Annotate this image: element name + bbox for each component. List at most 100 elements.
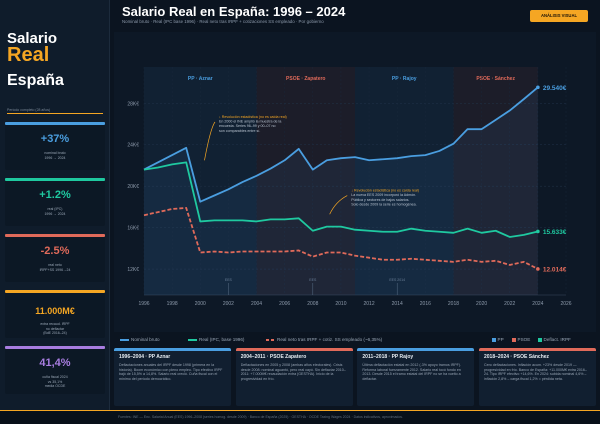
annotation-text: ↓ Revolución estadística (no es caída re… (219, 115, 287, 119)
annotation-text: En 2000 el INE amplió la muestra de la (219, 120, 281, 124)
ees-marker-label: EES 2014 (389, 278, 405, 282)
legend-swatch (512, 338, 516, 342)
x-tick-label: 2020 (476, 301, 487, 307)
period-label: PP · Rajoy (392, 76, 417, 82)
series-end-point-2 (536, 267, 540, 271)
period-label: PSOE · Sánchez (476, 76, 515, 82)
x-tick-label: 2004 (251, 301, 262, 307)
y-tick-label: 28K€ (127, 101, 139, 107)
chart-legend: Nominal bruto Real (IPC, base 1996) Real… (114, 335, 596, 345)
analysis-badge[interactable]: ANÁLISIS VISUAL (530, 10, 588, 22)
card-bar (357, 348, 475, 351)
header: Salario Real en España: 1996 – 2024 Nomi… (110, 0, 600, 30)
x-tick-label: 2014 (392, 301, 403, 307)
brand-line-1: Salario (7, 30, 58, 47)
sidebar: Salario Real España Período completo (28… (0, 0, 110, 410)
y-tick-label: 16K€ (127, 226, 139, 232)
x-tick-label: 2012 (364, 301, 375, 307)
x-tick-label: 2016 (420, 301, 431, 307)
legend-item-real: Real (IPC, base 1996) (188, 337, 244, 342)
gov-card-aznar: 1996–2004 · PP Aznar Deflactaciones anua… (114, 348, 231, 406)
x-tick-label: 2024 (532, 301, 543, 307)
chart-panel: PP · Aznar PSOE · Zapatero PP · Rajoy PSOE … (114, 32, 596, 332)
x-tick-label: 2008 (307, 301, 318, 307)
y-tick-label: 12K€ (127, 267, 139, 273)
annotation-arrow (329, 195, 348, 215)
series-line-1 (143, 161, 539, 238)
series-line-2 (143, 207, 539, 270)
legend-swatch (492, 338, 496, 342)
series-end-point-0 (536, 85, 540, 90)
salary-line-chart: PP · Aznar PSOE · Zapatero PP · Rajoy PSOE … (127, 67, 572, 307)
brand-line-2: Real (7, 44, 50, 66)
ees-marker-label: EES (225, 278, 233, 282)
annotation-text: La nueva EES 2009 incorporó la Admón. (351, 193, 416, 197)
stat-card-recaudacion: 11.000M€ extra recaud. IRPF no deflactar(… (5, 290, 105, 338)
x-tick-label: 1996 (138, 301, 149, 307)
legend-item-psoe: PSOE (512, 337, 530, 342)
card-bar (235, 348, 353, 351)
x-tick-label: 2010 (335, 301, 346, 307)
card-bar (114, 348, 231, 351)
brand-rule (7, 113, 103, 114)
annotation-text: Solo desde 2009 la serie es homogénea. (351, 202, 416, 206)
stat-value: 11.000M€ (35, 306, 75, 316)
annotation-text: encuesta. Series 96–99 y 00–07 no (219, 124, 276, 128)
annotation-text: Pública y sectores de bajos salarios. (351, 198, 409, 202)
ees-marker-label: EES (309, 278, 317, 282)
x-tick-label: 2006 (279, 301, 290, 307)
stat-label: real (IPC) 1996 → 2024 (44, 207, 66, 216)
period-band (355, 67, 454, 295)
legend-item-nominal: Nominal bruto (120, 337, 160, 342)
stat-card-real-neto: -2.5% real neto IRPF+SS 1996→24 (5, 234, 105, 282)
stat-value: -2.5% (40, 245, 70, 257)
footer-sources: Fuentes: INE — Enc. Salarial Anual (EES)… (118, 415, 404, 419)
x-tick-label: 2000 (195, 301, 206, 307)
card-text: Última deflactación estatal en 2012 (-3%… (362, 363, 462, 381)
stat-card-bar (5, 234, 105, 237)
page-subtitle: Nominal bruto · Real (IPC base 1996) · R… (122, 19, 324, 24)
stat-label: extra recaud. IRPF no deflactar (BdE 2016–… (40, 322, 70, 336)
card-title: 2011–2018 · PP Rajoy (362, 354, 414, 360)
stat-value: +37% (40, 133, 70, 145)
stat-card-bar (5, 346, 105, 349)
legend-swatch (120, 339, 129, 341)
stat-label: real neto IRPF+SS 1996→24 (39, 263, 71, 272)
stat-card-cuna-fiscal: 41,4% cuña fiscal 2024 vs 35,1% media OCDE (5, 346, 105, 394)
gov-card-zapatero: 2004–2011 · PSOE Zapatero Deflactaciones… (235, 348, 353, 406)
series-end-point-1 (536, 229, 540, 234)
series-end-label-1: 15.633€ (543, 229, 567, 236)
stat-value: +1.2% (39, 189, 71, 201)
y-tick-label: 24K€ (127, 143, 139, 149)
annotation-text: ↓ Revolución estadística (no es caída re… (351, 189, 419, 193)
stat-value: 41,4% (39, 357, 71, 369)
period-band (256, 67, 355, 295)
legend-swatch (266, 339, 275, 341)
stat-card-nominal: +37% nominal bruto 1996 → 2024 (5, 122, 105, 170)
card-bar (479, 348, 596, 351)
period-band (453, 67, 538, 295)
series-area-0 (144, 87, 538, 295)
annotation-text: son comparables entre sí. (219, 129, 260, 133)
government-cards: 1996–2004 · PP Aznar Deflactaciones anua… (114, 348, 596, 406)
x-tick-label: 1998 (167, 301, 178, 307)
legend-item-pp: PP (492, 337, 504, 342)
series-line-0 (143, 86, 539, 203)
legend-swatch (538, 338, 542, 342)
footer: Fuentes: INE — Enc. Salarial Anual (EES)… (0, 410, 600, 424)
stat-card-real: +1.2% real (IPC) 1996 → 2024 (5, 178, 105, 226)
series-end-label-0: 29.540€ (543, 85, 567, 92)
stat-label: nominal bruto 1996 → 2024 (44, 151, 66, 160)
stat-card-bar (5, 290, 105, 293)
y-tick-label: 20K€ (127, 184, 139, 190)
annotation-arrow (204, 121, 216, 161)
stat-label: cuña fiscal 2024 vs 35,1% media OCDE (42, 375, 68, 389)
page-title: Salario Real en España: 1996 – 2024 (122, 4, 346, 19)
card-text: Deflactaciones en 2005 y 2008 (ambas año… (240, 363, 346, 381)
card-title: 1996–2004 · PP Aznar (119, 354, 171, 360)
x-tick-label: 2026 (560, 301, 571, 307)
card-text: Cero deflactaciones. Inflación acum. +23… (484, 363, 587, 381)
card-text: Deflactaciones anuales del IRPF desde 19… (119, 363, 223, 381)
x-tick-label: 2018 (448, 301, 459, 307)
legend-swatch (188, 339, 197, 341)
